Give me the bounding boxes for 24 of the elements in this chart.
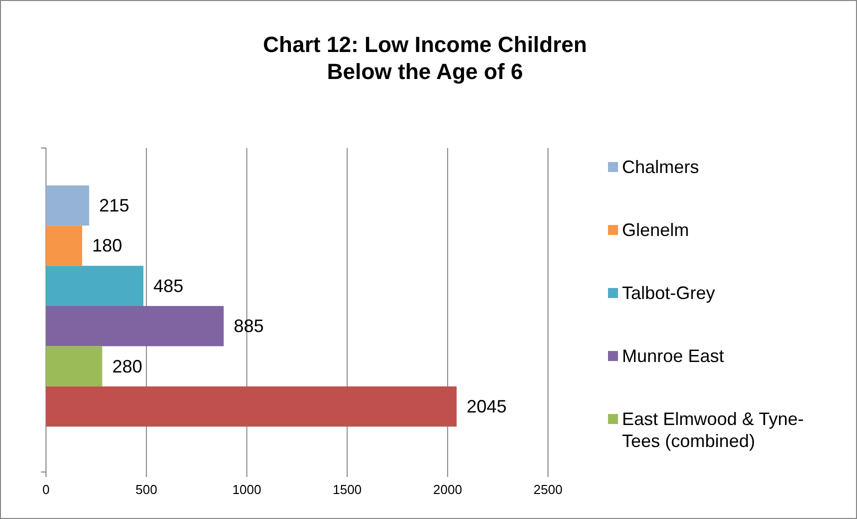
x-tick-label: 1000 xyxy=(232,482,262,497)
bar xyxy=(46,266,144,306)
legend-label: Glenelm xyxy=(622,220,690,240)
legend-label: East Elmwood & Tyne-Tees (combined) xyxy=(622,409,804,451)
legend-label: Chalmers xyxy=(622,157,700,177)
bar xyxy=(46,226,82,266)
legend-label: Munroe East xyxy=(622,346,724,366)
data-label: 280 xyxy=(112,356,142,376)
x-tick-label: 0 xyxy=(42,482,50,497)
data-label: 180 xyxy=(92,236,122,256)
x-tick-label: 500 xyxy=(136,482,158,497)
data-label: 2045 xyxy=(466,396,507,416)
x-tick-label: 2500 xyxy=(534,482,562,497)
x-tick-label: 2000 xyxy=(433,482,462,497)
bar xyxy=(46,386,457,427)
data-label: 485 xyxy=(153,276,184,296)
bar xyxy=(46,306,224,346)
bar xyxy=(46,346,102,386)
data-label: 215 xyxy=(99,196,130,216)
data-label: 885 xyxy=(234,316,264,336)
legend-label: Talbot-Grey xyxy=(622,283,716,303)
chart-title: Chart 12: Low Income Children Below the Age of 6 xyxy=(263,32,587,84)
x-tick-label: 1500 xyxy=(332,482,362,497)
bar xyxy=(46,185,90,226)
